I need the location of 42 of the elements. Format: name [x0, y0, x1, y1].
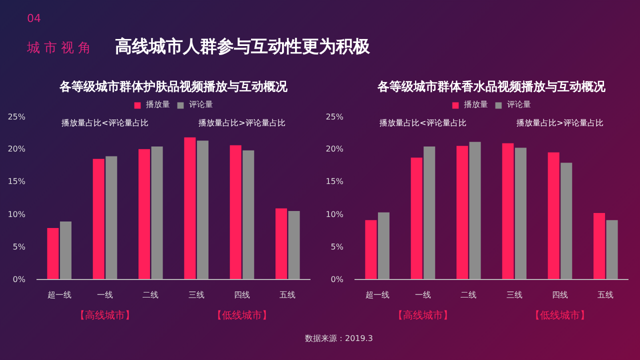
- legend-label: 播放量: [464, 99, 488, 110]
- annotation: 播放量占比>评论量占比: [198, 118, 286, 128]
- text: 高线城市人群参与互动性更为积极: [115, 36, 370, 57]
- y-tick-label: 0%: [12, 275, 26, 284]
- y-tick-label: 5%: [330, 242, 344, 252]
- text: 【低线城市】: [530, 310, 590, 322]
- legend-label: 评论量: [507, 99, 531, 110]
- x-tick-label: 三线: [188, 290, 204, 300]
- annotation: 播放量占比<评论量占比: [62, 118, 148, 128]
- x-tick-label: 超一线: [365, 290, 390, 300]
- y-tick-label: 20%: [8, 144, 26, 154]
- x-tick-label: 五线: [280, 290, 296, 300]
- annotation: 播放量占比>评论量占比: [516, 118, 604, 128]
- chart-title: 各等级城市群体护肤品视频播放与互动概况: [58, 80, 288, 94]
- x-tick-label: 一线: [97, 290, 113, 300]
- x-tick-label: 超一线: [47, 290, 72, 300]
- x-tick-label: 二线: [142, 290, 159, 300]
- y-tick-label: 15%: [8, 177, 26, 186]
- y-tick-label: 0%: [330, 275, 344, 284]
- text: 【低线城市】: [212, 310, 272, 322]
- text: 04: [27, 11, 42, 27]
- x-tick-label: 五线: [598, 290, 614, 300]
- y-tick-label: 10%: [326, 210, 344, 219]
- chart-title: 各等级城市群体香水品视频播放与互动概况: [376, 80, 606, 94]
- text: 城市视角: [27, 40, 95, 56]
- annotation: 播放量占比<评论量占比: [380, 118, 466, 128]
- y-tick-label: 15%: [326, 177, 344, 186]
- source-note: 数据来源：2019.3: [305, 334, 373, 343]
- legend-label: 播放量: [146, 99, 170, 110]
- text: 【高线城市】: [393, 310, 453, 322]
- y-tick-label: 25%: [326, 112, 344, 122]
- legend-label: 评论量: [189, 99, 213, 110]
- x-tick-label: 三线: [506, 290, 522, 300]
- x-tick-label: 一线: [415, 290, 431, 300]
- x-tick-label: 四线: [234, 290, 250, 300]
- y-tick-label: 5%: [12, 242, 26, 252]
- text: 【高线城市】: [75, 310, 135, 322]
- x-tick-label: 二线: [460, 290, 477, 300]
- x-tick-label: 四线: [552, 290, 568, 300]
- y-tick-label: 25%: [8, 112, 26, 122]
- y-tick-label: 10%: [8, 210, 26, 219]
- y-tick-label: 20%: [326, 144, 344, 154]
